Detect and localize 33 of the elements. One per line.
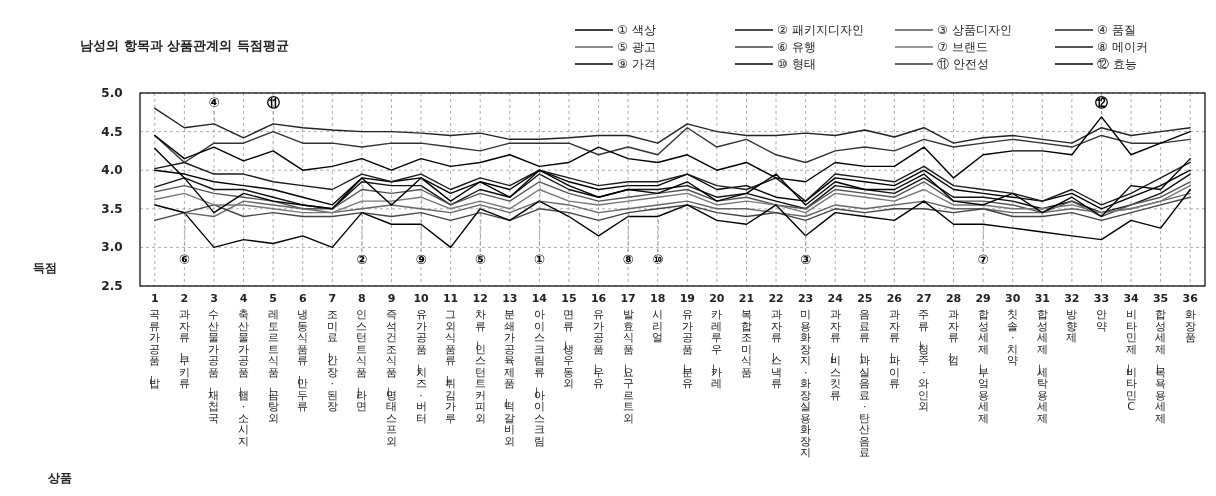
- y-axis-title: 득점: [33, 261, 57, 275]
- annotation: ②: [356, 252, 368, 267]
- annotation: ①: [533, 252, 545, 267]
- annotation: ⑥: [178, 252, 190, 267]
- annotation: ⑩: [652, 252, 664, 267]
- annotation: ⑪: [266, 95, 280, 110]
- legend-label: ② 패키지디자인: [777, 23, 864, 37]
- legend-label: ⑫ 효능: [1097, 57, 1137, 71]
- legend-label: ⑦ 브랜드: [937, 40, 988, 54]
- legend-label: ③ 상품디자인: [937, 23, 1012, 37]
- annotation: ⑨: [415, 252, 427, 267]
- y-tick-label: 3.5: [101, 201, 123, 216]
- legend-label: ⑪ 안전성: [937, 57, 989, 71]
- y-tick-label: 5.0: [101, 86, 123, 100]
- y-tick-label: 2.5: [101, 279, 123, 293]
- legend-label: ⑤ 광고: [617, 40, 656, 54]
- annotation: ③: [800, 252, 812, 267]
- y-tick-label: 4.5: [101, 124, 123, 139]
- annotation: ⑧: [622, 252, 634, 267]
- annotation: ⑤: [474, 252, 486, 267]
- legend-label: ④ 품질: [1097, 23, 1136, 37]
- legend-label: ⑩ 형태: [777, 57, 816, 71]
- legend-label: ⑥ 유행: [777, 40, 816, 54]
- annotation: ⑫: [1094, 95, 1108, 110]
- y-tick-label: 3.0: [101, 240, 123, 255]
- annotation: ④: [208, 95, 220, 110]
- annotation: ⑦: [977, 252, 989, 267]
- chart-title: 남성의 항목과 상품관계의 득점평균: [80, 38, 289, 53]
- legend-label: ① 색상: [617, 23, 656, 37]
- y-tick-label: 4.0: [101, 163, 123, 178]
- text: 상품: [47, 471, 72, 485]
- legend-label: ⑧ 메이커: [1097, 40, 1148, 54]
- legend-label: ⑨ 가격: [617, 57, 656, 71]
